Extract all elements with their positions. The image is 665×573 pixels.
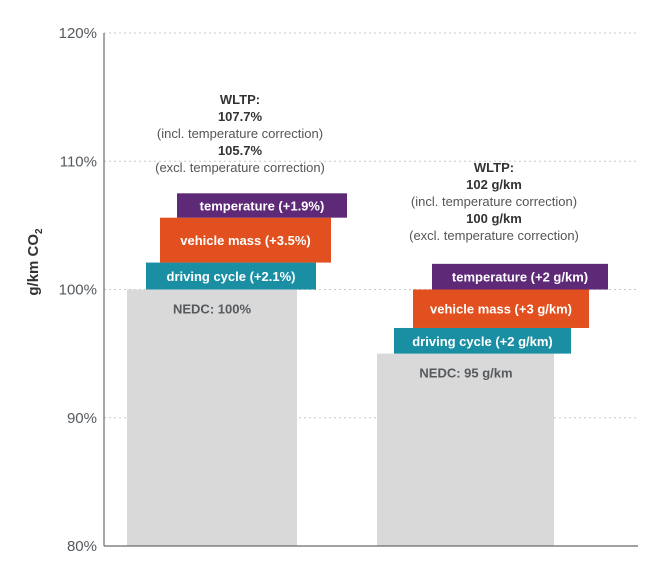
y-tick-label-120: 120%: [59, 25, 97, 42]
y-axis-title: g/km CO2: [25, 228, 45, 296]
base-bar-right: [377, 353, 554, 546]
step-bar-right-vehicle_mass: [413, 289, 589, 328]
base-bar-label-left: NEDC: 100%: [173, 302, 251, 317]
annotations: NEDC: 100% driving cycle (+2.1%) vehicle m…: [155, 92, 588, 381]
step-label-left-driving_cycle: driving cycle (+2.1%): [167, 269, 296, 284]
wltp-annotation-right-excl-value: 100 g/km: [466, 211, 522, 226]
step-bar-left-vehicle_mass: [160, 217, 331, 263]
y-tick-label-110: 110%: [60, 153, 97, 170]
wltp-annotation-right-incl-value: 102 g/km: [466, 177, 522, 192]
step-label-right-driving_cycle: driving cycle (+2 g/km): [412, 334, 553, 349]
y-tick-labels: 80% 90% 100% 110% 120%: [59, 25, 97, 555]
base-bar-label-right: NEDC: 95 g/km: [419, 366, 512, 381]
step-label-right-vehicle_mass: vehicle mass (+3 g/km): [430, 302, 572, 317]
wltp-annotation-left-incl-note: (incl. temperature correction): [157, 126, 323, 141]
step-label-right-temperature: temperature (+2 g/km): [452, 270, 588, 285]
step-bar-right-temperature: [432, 263, 608, 290]
y-tick-label-100: 100%: [59, 282, 97, 299]
bars: [127, 193, 608, 546]
y-tick-label-90: 90%: [67, 410, 97, 427]
wltp-annotation-left-excl-note: (excl. temperature correction): [155, 160, 325, 175]
step-label-left-temperature: temperature (+1.9%): [200, 198, 325, 213]
step-bar-right-driving_cycle: [394, 327, 571, 354]
wltp-annotation-left-title: WLTP:: [220, 92, 260, 107]
wltp-annotation-right-incl-note: (incl. temperature correction): [411, 194, 577, 209]
base-bar-left: [127, 289, 297, 546]
wltp-annotation-left-excl-value: 105.7%: [218, 143, 263, 158]
y-tick-label-80: 80%: [67, 538, 97, 555]
wltp-annotation-right-title: WLTP:: [474, 160, 514, 175]
step-label-left-vehicle_mass: vehicle mass (+3.5%): [180, 233, 310, 248]
axes: [103, 33, 638, 547]
wltp-annotation-left-incl-value: 107.7%: [218, 109, 263, 124]
wltp-annotation-right-excl-note: (excl. temperature correction): [409, 228, 579, 243]
step-bar-left-temperature: [177, 193, 347, 218]
step-bar-left-driving_cycle: [146, 262, 316, 290]
